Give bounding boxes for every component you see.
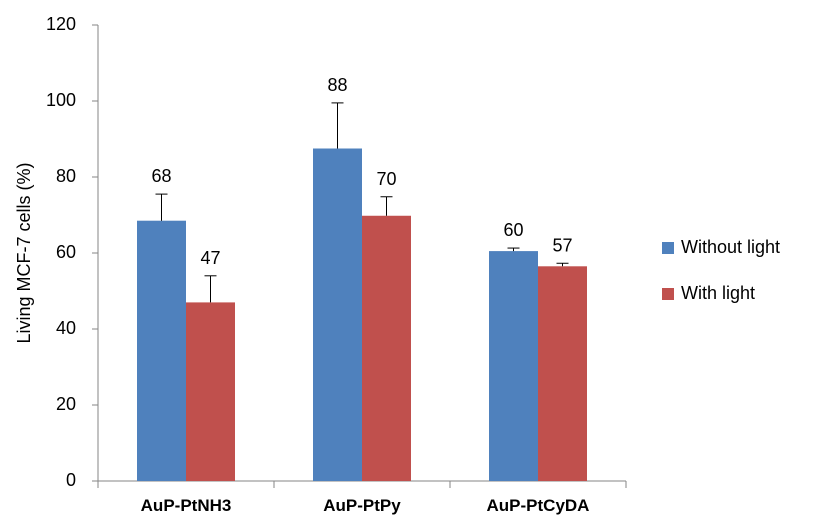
y-tick-label: 40 [56,318,76,338]
y-tick-label: 0 [66,470,76,490]
legend-label: Without light [681,237,780,257]
legend-swatch [662,288,674,300]
x-category-label: AuP-PtCyDA [487,496,590,515]
legend-swatch [662,242,674,254]
bar-with-light [538,266,587,481]
x-ticks: AuP-PtNH3 AuP-PtPy AuP-PtCyDA [97,481,627,515]
data-label: 57 [552,235,572,255]
bar-with-light [362,215,411,481]
bar-without-light [137,220,186,481]
y-tick-label: 100 [46,90,76,110]
y-tick-label: 20 [56,394,76,414]
bar-with-light [186,302,235,481]
data-label: 68 [151,166,171,186]
y-ticks: 0 20 40 60 80 100 120 [46,14,98,490]
y-axis-title: Living MCF-7 cells (%) [14,162,34,343]
data-label: 70 [376,169,396,189]
x-category-label: AuP-PtNH3 [141,496,232,515]
data-label: 60 [503,220,523,240]
data-labels: 68 47 88 70 60 57 [151,75,572,268]
data-label: 47 [200,248,220,268]
legend-label: With light [681,283,755,303]
data-label: 88 [327,75,347,95]
y-tick-label: 60 [56,242,76,262]
bar-without-light [313,148,362,481]
bar-without-light [489,251,538,481]
y-tick-label: 80 [56,166,76,186]
x-category-label: AuP-PtPy [323,496,401,515]
bars [137,148,587,481]
error-bars [155,102,569,303]
y-tick-label: 120 [46,14,76,34]
legend: Without light With light [662,237,780,303]
